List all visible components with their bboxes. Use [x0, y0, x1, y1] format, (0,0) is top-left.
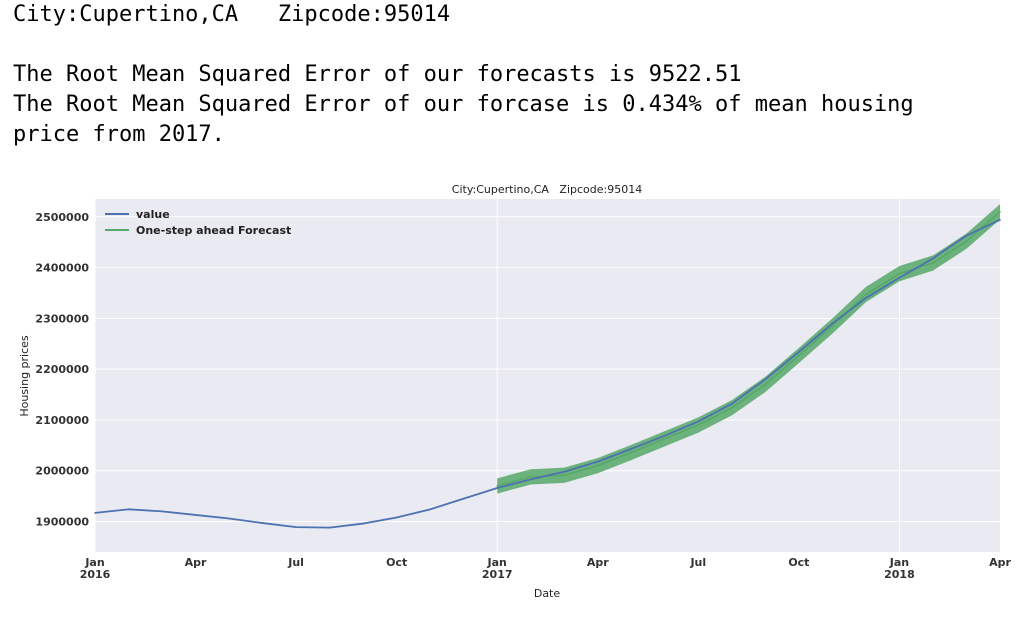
y-tick-label: 1900000 — [35, 516, 89, 529]
x-tick-label: Oct — [788, 556, 809, 569]
y-tick-label: 2100000 — [35, 414, 89, 427]
x-axis-label: Date — [534, 587, 561, 600]
value-point — [563, 470, 566, 473]
value-point — [228, 517, 230, 520]
value-line — [94, 219, 1001, 529]
value-point — [731, 402, 733, 405]
forecast-point — [898, 272, 901, 275]
forecast-point — [664, 437, 666, 440]
forecast-point — [865, 293, 867, 296]
forecast-point — [764, 383, 767, 386]
x-tick-label: Oct — [386, 556, 407, 569]
value-point — [295, 526, 297, 528]
value-point — [328, 526, 331, 529]
plot-background — [95, 199, 1000, 552]
x-tick-label: Jan — [487, 556, 507, 569]
forecast-point — [831, 325, 834, 327]
value-point — [697, 420, 700, 423]
value-point — [496, 487, 499, 489]
value-point — [798, 351, 800, 353]
value-point — [999, 219, 1001, 221]
x-tick-label: Jul — [689, 556, 706, 569]
chart-title: City:Cupertino,CA Zipcode:95014 — [452, 183, 642, 196]
forecast-point — [630, 451, 633, 454]
value-point — [664, 434, 666, 437]
value-point — [529, 478, 532, 481]
legend-label-value: value — [136, 208, 170, 221]
x-tick-label: Jul — [287, 556, 304, 569]
y-tick-labels: 1900000 2000000 2100000 2200000 2300000 24000… — [35, 211, 89, 529]
value-point — [161, 510, 163, 513]
value-point — [932, 257, 934, 260]
output-line-rmse-percent: The Root Mean Squared Error of our forca… — [13, 92, 914, 117]
forecast-point — [798, 354, 800, 357]
value-point — [462, 497, 465, 500]
y-axis-label: Housing prices — [18, 335, 31, 417]
x-tick-label: Jan — [84, 556, 104, 569]
value-point — [429, 508, 431, 511]
x-tick-label: Apr — [185, 556, 207, 569]
series-lines — [94, 210, 1001, 529]
y-tick-label: 2200000 — [35, 363, 89, 376]
value-point — [194, 514, 197, 516]
output-line-location: City:Cupertino,CA Zipcode:95014 — [13, 2, 451, 27]
value-point — [127, 508, 130, 511]
value-point — [94, 512, 96, 514]
value-point — [831, 322, 834, 325]
output-line-rmse-percent-cont: price from 2017. — [13, 122, 225, 147]
forecast-point — [965, 240, 968, 242]
forecast-point — [596, 464, 599, 467]
value-point — [362, 522, 364, 525]
y-tick-label: 2400000 — [35, 262, 89, 275]
value-point — [865, 297, 867, 299]
y-tick-label: 2000000 — [35, 465, 89, 478]
x-tick-label: Apr — [587, 556, 609, 569]
legend: value One-step ahead Forecast — [105, 208, 291, 237]
forecast-point — [932, 262, 934, 264]
value-point — [596, 460, 599, 463]
forecast-point — [529, 476, 532, 478]
x-tick-year-label: 2016 — [80, 568, 111, 581]
value-point — [630, 448, 633, 450]
legend-label-forecast: One-step ahead Forecast — [136, 224, 291, 237]
y-tick-label: 2500000 — [35, 211, 89, 224]
y-tick-label: 2300000 — [35, 312, 89, 325]
value-point — [764, 378, 767, 381]
forecast-point — [496, 485, 499, 487]
x-tick-label: Jan — [889, 556, 909, 569]
value-point — [395, 516, 398, 519]
value-point — [261, 522, 264, 524]
output-line-rmse: The Root Mean Squared Error of our forec… — [13, 62, 742, 87]
forecast-point — [999, 210, 1001, 213]
forecast-point — [697, 424, 700, 426]
value-point — [965, 234, 968, 237]
value-point — [898, 276, 901, 279]
x-tick-year-label: 2017 — [482, 568, 513, 581]
x-tick-year-label: 2018 — [884, 568, 915, 581]
x-tick-label: Apr — [989, 556, 1011, 569]
forecast-point — [731, 406, 733, 409]
forecast-point — [563, 474, 566, 477]
